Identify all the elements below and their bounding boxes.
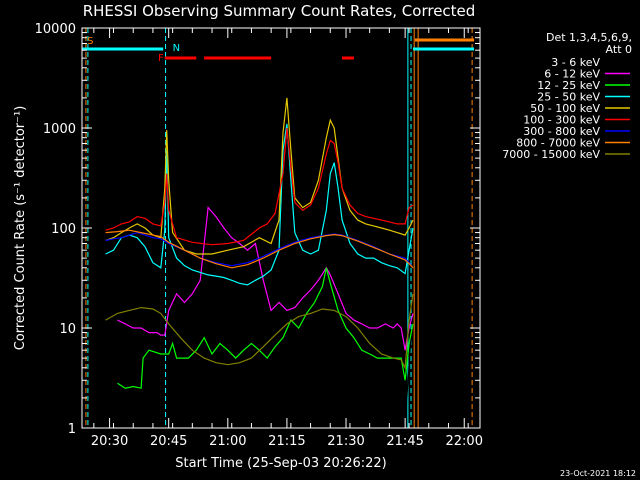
series-line-5 <box>105 127 414 246</box>
y-tick-label: 1000 <box>43 122 76 137</box>
legend-label-2: 12 - 25 keV <box>537 79 600 92</box>
axes: 1 10 100 1000 10000 20:30 20:45 21:00 21:15 21:30… <box>35 22 483 449</box>
y-axis-label: Corrected Count Rate (s⁻¹ detector⁻¹) <box>13 106 28 351</box>
y-tick-label: 100 <box>51 222 76 237</box>
annotation-f: F <box>158 53 164 64</box>
x-tick-label: 22:00 <box>446 434 483 449</box>
series-line-1 <box>117 206 414 351</box>
legend-label-3: 25 - 50 keV <box>537 91 600 104</box>
x-tick-label: 21:00 <box>209 434 246 449</box>
legend-label-1: 6 - 12 keV <box>544 68 600 81</box>
y-tick-label: 1 <box>68 422 76 437</box>
y-tick-label: 10 <box>59 322 76 337</box>
legend-label-7: 800 - 7000 keV <box>516 137 600 150</box>
series-line-3 <box>105 123 414 286</box>
legend-label-5: 100 - 300 keV <box>523 114 600 127</box>
x-tick-label: 20:30 <box>91 434 128 449</box>
legend-header-line-2: Att 0 <box>606 43 632 56</box>
x-tick-label: 21:45 <box>386 434 423 449</box>
legend-label-8: 7000 - 15000 keV <box>502 148 600 161</box>
series-line-7 <box>105 229 414 269</box>
series-line-0 <box>117 245 414 429</box>
x-tick-label: 21:30 <box>327 434 364 449</box>
x-tick-label: 20:45 <box>150 434 187 449</box>
annotation-n: N <box>173 43 180 54</box>
legend-label-0: 3 - 6 keV <box>551 56 600 69</box>
series-line-2 <box>117 267 414 389</box>
chart-title: RHESSI Observing Summary Count Rates, Co… <box>83 2 476 20</box>
annotation-s: S <box>87 36 93 47</box>
plot-area: S NF <box>82 28 475 429</box>
legend-label-6: 300 - 800 keV <box>523 125 600 138</box>
legend-label-4: 50 - 100 keV <box>530 102 600 115</box>
series-line-4 <box>105 97 414 255</box>
series-line-6 <box>105 231 414 269</box>
x-tick-label: 21:15 <box>268 434 305 449</box>
footer-timestamp: 23-Oct-2021 18:12 <box>560 469 636 478</box>
y-tick-label: 10000 <box>35 22 76 37</box>
legend-header-line-1: Det 1,3,4,5,6,9, <box>546 31 632 44</box>
x-axis-label: Start Time (25-Sep-03 20:26:22) <box>175 456 386 471</box>
series-line-8 <box>105 293 414 371</box>
